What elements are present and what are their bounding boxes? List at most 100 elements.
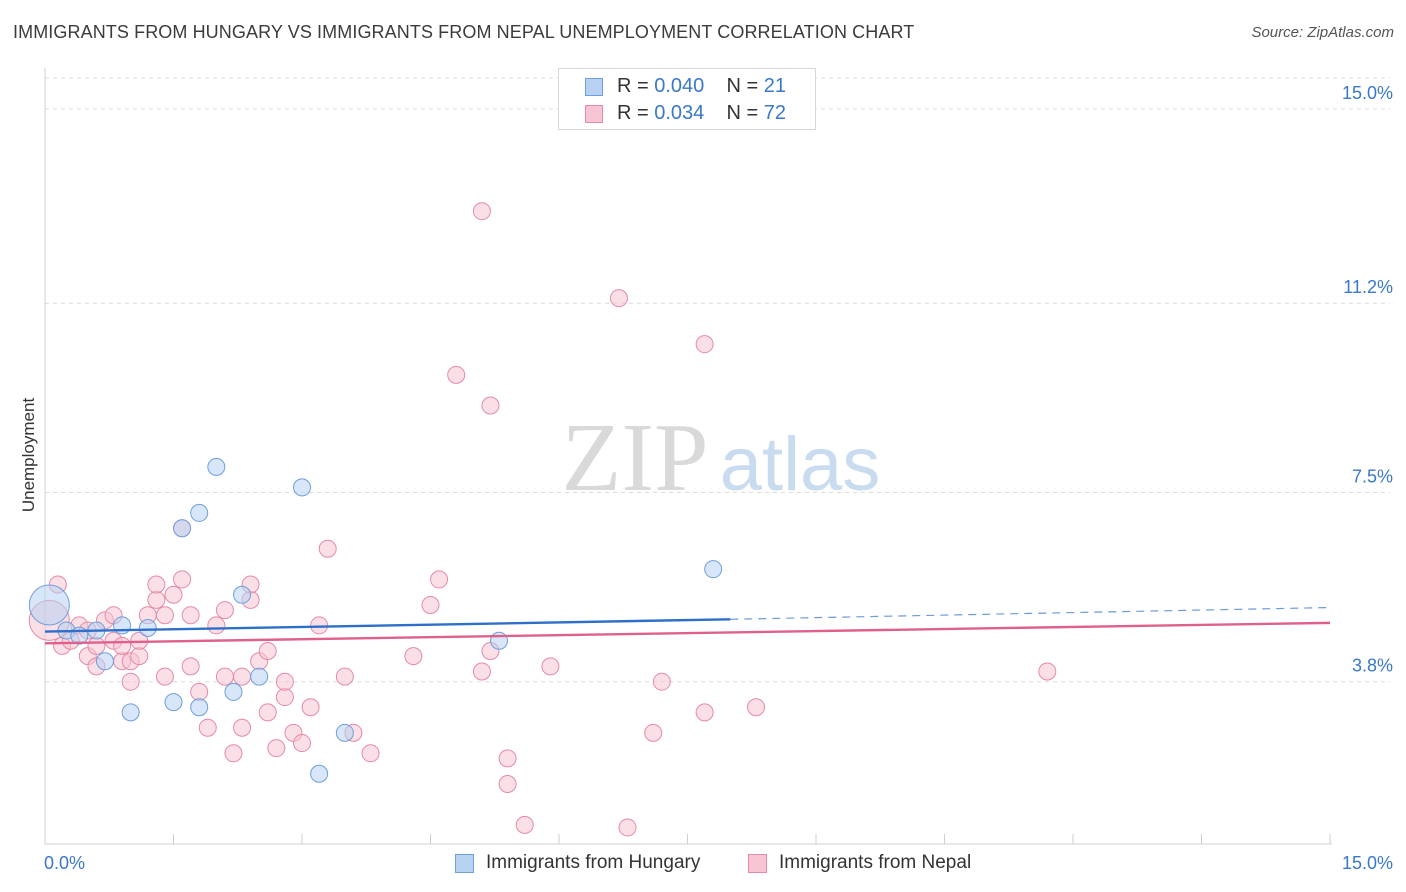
- nepal-point: [747, 698, 766, 717]
- hungary-n-label: N =: [726, 75, 759, 97]
- nepal-point: [430, 570, 449, 589]
- y-tick-label: 7.5%: [1352, 466, 1393, 486]
- nepal-point: [472, 662, 491, 681]
- series-legend: Immigrants from Hungary Immigrants from …: [0, 852, 1406, 876]
- nepal-point: [609, 289, 628, 308]
- nepal-point: [113, 636, 132, 655]
- nepal-point: [275, 688, 294, 707]
- nepal-point: [224, 744, 243, 763]
- nepal-point: [258, 703, 277, 722]
- nepal-point: [233, 667, 252, 686]
- stats-legend: R = 0.040 N = 21 R = 0.034 N = 72: [558, 68, 816, 130]
- nepal-point: [130, 647, 149, 666]
- nepal-point: [301, 698, 320, 717]
- hungary-point: [704, 560, 723, 579]
- hungary-n-value: 21: [763, 75, 787, 97]
- hungary-point: [28, 584, 70, 626]
- hungary-point: [190, 503, 209, 522]
- legend-swatch-nepal: [748, 854, 767, 873]
- hungary-point: [207, 457, 226, 476]
- legend-swatch-hungary: [455, 854, 474, 873]
- nepal-point: [215, 667, 234, 686]
- source-label: Source: ZipAtlas.com: [1251, 24, 1394, 41]
- nepal-point: [695, 703, 714, 722]
- nepal-point: [644, 723, 663, 742]
- watermark-atlas: atlas: [720, 422, 881, 507]
- hungary-point: [173, 519, 192, 538]
- nepal-n-label: N =: [726, 102, 759, 124]
- nepal-point: [472, 202, 491, 221]
- nepal-point: [215, 601, 234, 620]
- axes: [44, 68, 1332, 845]
- y-tick-label: 15.0%: [1342, 83, 1393, 103]
- nepal-point: [498, 749, 517, 768]
- nepal-point: [181, 606, 200, 625]
- nepal-trend-line: [44, 621, 1331, 645]
- watermark: ZIP atlas: [562, 404, 881, 512]
- data-points: [28, 202, 1057, 837]
- hungary-point: [224, 682, 243, 701]
- nepal-point: [275, 672, 294, 691]
- nepal-point: [198, 718, 217, 737]
- nepal-point: [147, 590, 166, 609]
- nepal-point: [155, 606, 174, 625]
- y-tick-labels: 3.8% 7.5% 11.2% 15.0%: [1342, 83, 1393, 676]
- nepal-point: [404, 647, 423, 666]
- x-tick-label-min: 0.0%: [44, 853, 86, 873]
- y-tick-label: 3.8%: [1352, 656, 1393, 676]
- nepal-point: [173, 570, 192, 589]
- nepal-point: [541, 657, 560, 676]
- nepal-point: [190, 682, 209, 701]
- nepal-point: [618, 818, 637, 837]
- watermark-zip: ZIP: [562, 404, 709, 512]
- legend-label-hungary: Immigrants from Hungary: [486, 852, 701, 873]
- nepal-point: [87, 636, 106, 655]
- nepal-r-label: R =: [617, 102, 649, 124]
- hungary-swatch: [585, 78, 603, 96]
- nepal-n-value: 72: [763, 102, 787, 124]
- nepal-point: [1038, 662, 1057, 681]
- nepal-point: [318, 539, 337, 558]
- nepal-point: [498, 774, 517, 793]
- nepal-point: [181, 657, 200, 676]
- nepal-point: [155, 667, 174, 686]
- nepal-point: [335, 667, 354, 686]
- hungary-point: [293, 478, 311, 497]
- nepal-point: [258, 642, 277, 661]
- hungary-trend-line: [44, 618, 731, 633]
- hungary-r-value: 0.040: [654, 75, 705, 97]
- hungary-point: [95, 652, 114, 671]
- nepal-point: [421, 595, 440, 614]
- hungary-point: [250, 667, 269, 686]
- nepal-point: [233, 718, 252, 737]
- nepal-point: [652, 672, 671, 691]
- nepal-point: [481, 396, 500, 415]
- x-tick-label-max: 15.0%: [1341, 853, 1393, 873]
- hungary-point: [190, 698, 209, 717]
- nepal-point: [121, 672, 140, 691]
- hungary-point: [121, 703, 140, 722]
- nepal-point: [147, 575, 166, 594]
- nepal-point: [447, 365, 466, 384]
- nepal-point: [164, 585, 183, 604]
- nepal-swatch: [585, 105, 603, 123]
- nepal-point: [267, 739, 286, 758]
- hungary-r-label: R =: [617, 75, 649, 97]
- hungary-point: [164, 693, 183, 712]
- nepal-point: [207, 616, 226, 635]
- legend-label-nepal: Immigrants from Nepal: [779, 852, 972, 873]
- nepal-r-value: 0.034: [654, 102, 705, 124]
- hungary-point: [138, 618, 157, 637]
- y-tick-label: 11.2%: [1343, 277, 1393, 297]
- hungary-point: [335, 723, 354, 742]
- chart-title: IMMIGRANTS FROM HUNGARY VS IMMIGRANTS FR…: [13, 22, 915, 42]
- hungary-point: [310, 764, 329, 783]
- nepal-point: [293, 734, 311, 753]
- hungary-point: [233, 585, 252, 604]
- nepal-point: [361, 744, 380, 763]
- hungary-trend-extension: [730, 606, 1331, 620]
- trend-lines: [44, 606, 1331, 645]
- nepal-point: [695, 335, 714, 354]
- nepal-point: [515, 815, 534, 834]
